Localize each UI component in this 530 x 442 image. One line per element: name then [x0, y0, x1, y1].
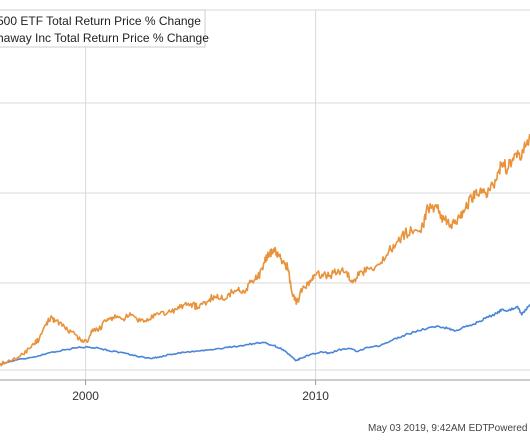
x-tick-label: 2000 — [72, 389, 99, 403]
series-line-berkshire — [0, 134, 530, 367]
footer-timestamp: May 03 2019, 9:42AM EDT. — [368, 423, 490, 434]
x-axis: 2000 2010 — [0, 379, 530, 403]
series-lines — [0, 134, 530, 367]
footer-powered-by[interactable]: Powered b — [488, 423, 530, 434]
series-line-etf — [0, 304, 530, 365]
legend-entry-berkshire: haway Inc Total Return Price % Change — [0, 31, 209, 45]
x-tick-label: 2010 — [302, 389, 329, 403]
legend: 500 ETF Total Return Price % Change hawa… — [0, 9, 209, 48]
legend-entry-etf: 500 ETF Total Return Price % Change — [0, 14, 201, 28]
grid — [0, 9, 530, 380]
legend-box — [0, 9, 206, 48]
footer: May 03 2019, 9:42AM EDT. Powered b — [368, 423, 530, 434]
